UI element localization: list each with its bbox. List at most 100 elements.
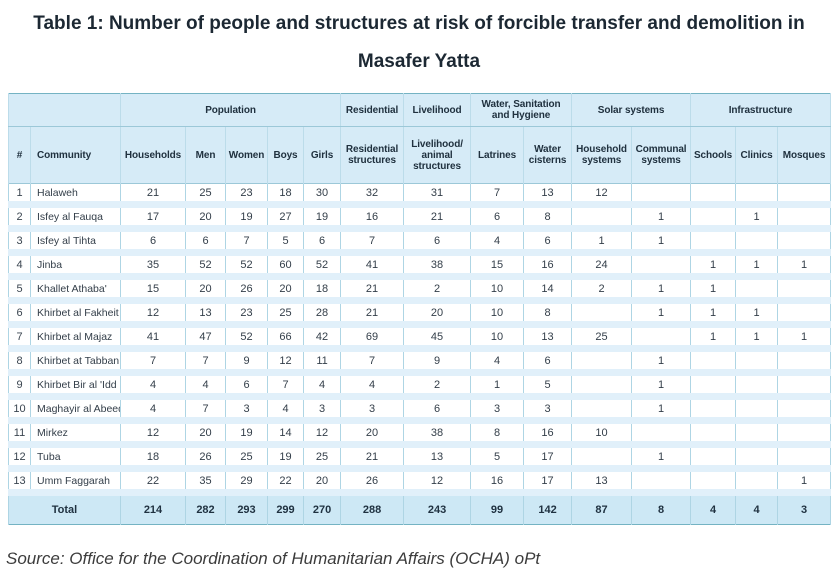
value-cell: 27: [267, 204, 304, 232]
value-cell: 3: [302, 396, 342, 424]
column-header-cell: Communal systems: [631, 126, 692, 184]
value-cell: 13: [523, 324, 573, 352]
source-note: Source: Office for the Coordination of H…: [6, 549, 541, 568]
value-cell: 22: [267, 468, 304, 496]
value-cell: 9: [403, 348, 472, 376]
value-cell: [571, 444, 633, 472]
total-value-cell: 8: [631, 492, 692, 525]
value-cell: [735, 183, 779, 208]
total-value-cell: 142: [523, 492, 573, 525]
community-cell: Khirbet at Tabban: [30, 348, 121, 376]
value-cell: 6: [225, 372, 268, 400]
value-cell: [735, 420, 779, 448]
value-cell: 52: [225, 252, 268, 280]
value-cell: 1: [690, 300, 737, 328]
value-cell: 1: [690, 252, 737, 280]
value-cell: 7: [120, 348, 186, 376]
total-value-cell: 288: [340, 492, 405, 525]
value-cell: [690, 468, 737, 496]
column-header-cell: Mosques: [777, 126, 832, 184]
value-cell: 1: [690, 324, 737, 352]
value-cell: 23: [225, 183, 268, 208]
value-cell: 60: [267, 252, 304, 280]
value-cell: 9: [225, 348, 268, 376]
table-row: 6 Khirbet al Fakheit 12 13 23 25 28 21 20 10 8 1 1 1: [8, 300, 832, 328]
value-cell: 26: [225, 276, 268, 304]
row-number-cell: 10: [8, 396, 31, 424]
table-row: 9 Khirbet Bir al 'Idd 4 4 6 7 4 4 2 1 5 1: [8, 372, 832, 400]
column-header-cell: Girls: [302, 126, 342, 184]
value-cell: 10: [470, 300, 525, 328]
value-cell: 26: [340, 468, 405, 496]
value-cell: 25: [267, 300, 304, 328]
value-cell: 20: [185, 204, 226, 232]
value-cell: 1: [777, 252, 832, 280]
value-cell: 1: [690, 276, 737, 304]
value-cell: 1: [735, 204, 779, 232]
table-row: 13 Umm Faggarah 22 35 29 22 20 26 12 16 17 13 1: [8, 468, 832, 496]
value-cell: 4: [185, 372, 226, 400]
value-cell: 8: [470, 420, 525, 448]
value-cell: 17: [523, 444, 573, 472]
value-cell: 35: [120, 252, 186, 280]
value-cell: [777, 204, 832, 232]
row-number-cell: 2: [8, 204, 31, 232]
table-row: 10 Maghayir al Abeed 4 7 3 4 3 3 6 3 3 1: [8, 396, 832, 424]
value-cell: 30: [302, 183, 342, 208]
value-cell: 38: [403, 420, 472, 448]
community-cell: Isfey al Fauqa: [30, 204, 121, 232]
column-header-cell: #: [8, 126, 31, 184]
value-cell: 15: [120, 276, 186, 304]
value-cell: 20: [185, 276, 226, 304]
value-cell: 19: [302, 204, 342, 232]
value-cell: 4: [302, 372, 342, 400]
column-header-cell: Household systems: [571, 126, 633, 184]
total-value-cell: 4: [735, 492, 779, 525]
value-cell: 1: [571, 228, 633, 256]
value-cell: 19: [225, 204, 268, 232]
total-value-cell: 214: [120, 492, 186, 525]
value-cell: 6: [302, 228, 342, 256]
total-value-cell: 99: [470, 492, 525, 525]
value-cell: [777, 348, 832, 376]
value-cell: 14: [523, 276, 573, 304]
value-cell: 12: [267, 348, 304, 376]
value-cell: 6: [403, 228, 472, 256]
table-title: Table 1: Number of people and structures…: [33, 13, 805, 72]
value-cell: 10: [470, 324, 525, 352]
value-cell: 12: [403, 468, 472, 496]
total-value-cell: 270: [302, 492, 342, 525]
value-cell: 12: [120, 300, 186, 328]
value-cell: 19: [267, 444, 304, 472]
value-cell: [571, 348, 633, 376]
value-cell: 7: [225, 228, 268, 256]
value-cell: 3: [523, 396, 573, 424]
value-cell: 25: [185, 183, 226, 208]
value-cell: [631, 468, 692, 496]
value-cell: 45: [403, 324, 472, 352]
table-footer: Total 214 282 293 299 270 288 243 99 142 87 8 4 4 3: [8, 492, 832, 525]
total-value-cell: 4: [690, 492, 737, 525]
column-header-cell: Men: [185, 126, 226, 184]
table-row: 1 Halaweh 21 25 23 18 30 32 31 7 13 12: [8, 183, 832, 208]
value-cell: 20: [302, 468, 342, 496]
value-cell: 4: [267, 396, 304, 424]
value-cell: [777, 228, 832, 256]
value-cell: [777, 183, 832, 208]
value-cell: 47: [185, 324, 226, 352]
total-value-cell: 293: [225, 492, 268, 525]
value-cell: [631, 420, 692, 448]
value-cell: 1: [735, 300, 779, 328]
value-cell: 12: [302, 420, 342, 448]
value-cell: 24: [571, 252, 633, 280]
value-cell: 25: [302, 444, 342, 472]
value-cell: 1: [735, 324, 779, 352]
table-row: 8 Khirbet at Tabban 7 7 9 12 11 7 9 4 6 1: [8, 348, 832, 376]
community-cell: Khirbet al Fakheit: [30, 300, 121, 328]
row-number-cell: 4: [8, 252, 31, 280]
value-cell: 52: [225, 324, 268, 352]
value-cell: 4: [120, 396, 186, 424]
row-number-cell: 6: [8, 300, 31, 328]
value-cell: [571, 396, 633, 424]
community-cell: Khirbet Bir al 'Idd: [30, 372, 121, 400]
